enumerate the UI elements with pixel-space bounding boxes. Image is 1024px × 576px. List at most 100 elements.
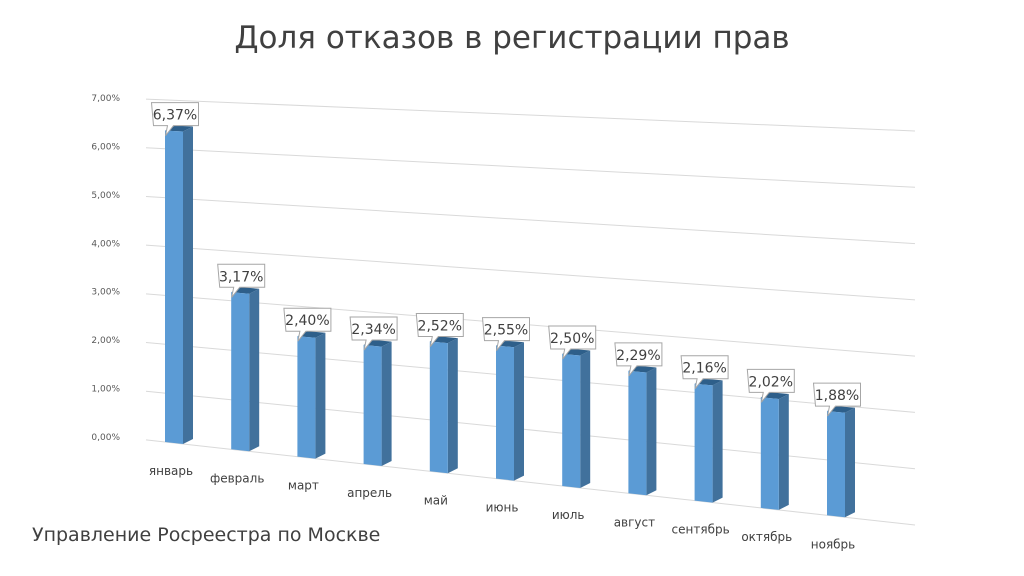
y-tick-label: 3,00%	[91, 288, 120, 298]
x-axis-labels: январь февраль март апрель май июнь июль август…	[149, 464, 855, 551]
bar-side	[845, 407, 855, 518]
bar	[760, 392, 789, 510]
data-label-box	[746, 368, 795, 403]
bar-front	[231, 292, 250, 452]
bar-front	[363, 345, 382, 466]
y-tick-label: 4,00%	[91, 239, 120, 249]
data-label-text: 2,50%	[550, 331, 594, 347]
data-label: 2,52%	[415, 313, 464, 347]
x-tick-label: январь	[149, 464, 193, 478]
y-tick-label: 1,00%	[91, 385, 120, 395]
bars	[165, 125, 855, 518]
data-label: 2,34%	[349, 316, 398, 351]
bar-side	[315, 332, 326, 459]
x-tick-label: март	[288, 479, 319, 493]
x-tick-label: ноябрь	[811, 537, 856, 551]
data-label-box	[283, 307, 332, 342]
data-label-box	[150, 102, 199, 136]
bar-side	[580, 350, 591, 488]
bar-side	[183, 126, 193, 444]
bar-side	[712, 380, 723, 503]
gridline	[145, 195, 916, 245]
x-tick-label: апрель	[347, 486, 392, 500]
y-axis-ticks: 0,00% 1,00% 2,00% 3,00% 4,00% 5,00% 6,00% 7,00%	[91, 94, 120, 443]
footer-source: Управление Росреестра по Москве	[32, 524, 381, 546]
data-label: 2,40%	[283, 307, 332, 342]
data-label-box	[415, 313, 464, 347]
data-label-text: 2,02%	[749, 374, 793, 390]
x-tick-label: февраль	[210, 471, 264, 485]
data-label-box	[481, 317, 530, 351]
data-label-text: 2,29%	[616, 348, 660, 364]
bar-front	[628, 370, 647, 496]
data-label: 2,29%	[614, 342, 663, 377]
data-label-box	[349, 316, 398, 351]
bar-front	[760, 397, 779, 510]
gridline	[145, 147, 916, 188]
bar-side	[381, 341, 392, 466]
gridline	[145, 439, 916, 526]
chart-title: Доля отказов в регистрации прав	[234, 20, 790, 56]
gridline	[145, 390, 916, 470]
data-label-text: 1,88%	[815, 388, 859, 404]
data-label: 2,16%	[680, 355, 729, 390]
data-label-box	[812, 382, 861, 417]
bar-side	[646, 367, 657, 496]
y-tick-label: 5,00%	[91, 191, 120, 201]
data-label-text: 2,52%	[418, 319, 462, 335]
x-tick-label: май	[424, 493, 448, 507]
bar-front	[827, 411, 845, 518]
bar	[231, 287, 260, 452]
bar-side	[249, 288, 260, 452]
y-tick-label: 6,00%	[91, 142, 120, 152]
data-label: 2,02%	[746, 368, 795, 403]
data-label-text: 2,40%	[285, 313, 329, 329]
bar-side	[514, 342, 524, 481]
bar	[429, 336, 458, 474]
x-tick-label: август	[614, 515, 655, 529]
data-label-text: 2,34%	[351, 322, 395, 338]
data-label: 6,37%	[150, 102, 199, 136]
bar	[363, 340, 392, 466]
data-label: 2,50%	[548, 325, 597, 360]
gridline	[145, 98, 916, 132]
bar	[496, 340, 524, 481]
bar-front	[297, 336, 316, 459]
gridline	[145, 244, 916, 301]
gridlines	[145, 98, 916, 526]
data-label-text: 2,16%	[682, 361, 726, 377]
bar-front	[429, 341, 448, 474]
x-tick-label: июнь	[486, 501, 519, 515]
data-label-box	[614, 342, 663, 377]
bar-front	[562, 353, 581, 488]
data-label-box	[548, 325, 597, 360]
x-tick-label: июль	[552, 508, 585, 522]
y-tick-label: 7,00%	[91, 94, 120, 104]
y-tick-label: 0,00%	[91, 433, 120, 443]
bar	[562, 348, 591, 488]
bar-front	[694, 383, 713, 503]
bar-front	[165, 130, 183, 444]
bar-side	[778, 393, 789, 510]
bar	[827, 406, 855, 518]
gridline	[145, 293, 916, 357]
bar	[165, 125, 193, 444]
data-label: 1,88%	[812, 382, 861, 417]
bar-side	[447, 338, 458, 474]
y-tick-label: 2,00%	[91, 336, 120, 346]
data-label-text: 3,17%	[219, 269, 263, 285]
bar	[628, 365, 657, 496]
data-label-box	[680, 355, 729, 390]
bar-front	[496, 345, 514, 481]
data-label-text: 6,37%	[153, 108, 197, 124]
data-label-box	[217, 263, 266, 298]
x-tick-label: сентябрь	[672, 523, 730, 537]
x-tick-label: октябрь	[741, 530, 792, 544]
gridline	[145, 342, 916, 413]
data-label: 2,55%	[481, 317, 530, 351]
data-labels: 6,37% 3,17% 2,40% 2,34% 2,52% 2,55% 2,50% 2,29%…	[150, 102, 861, 417]
bar	[694, 378, 723, 503]
data-label-text: 2,55%	[484, 323, 528, 339]
bar-top	[165, 125, 193, 132]
